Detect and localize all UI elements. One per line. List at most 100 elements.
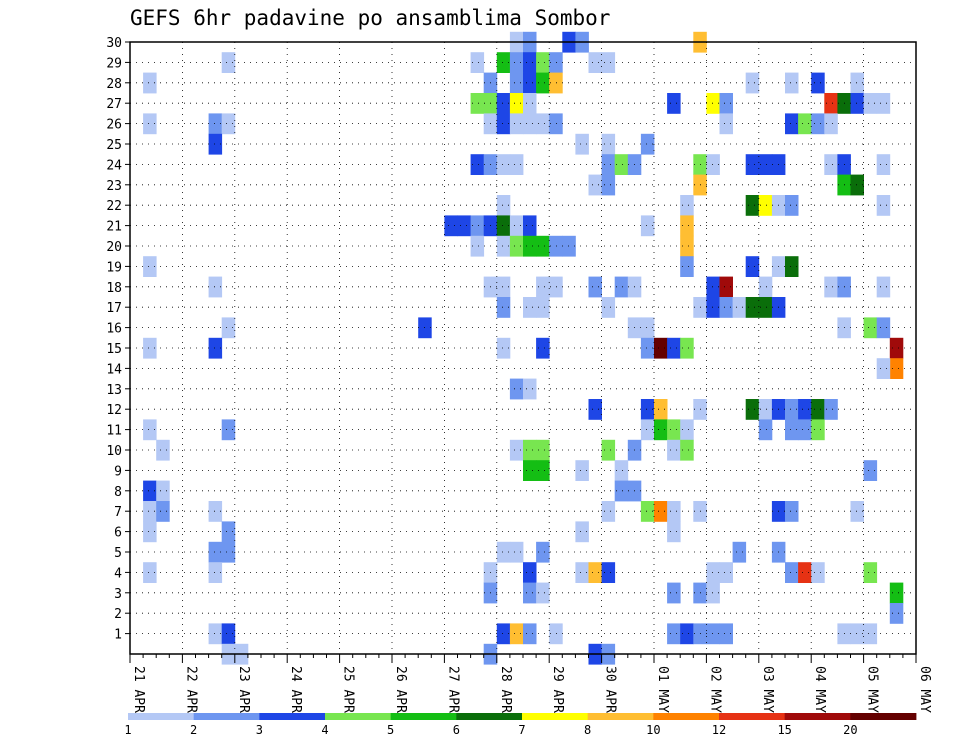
- heatmap-cell: [654, 337, 668, 359]
- x-tick-label: 06 MAY: [917, 666, 932, 713]
- heatmap-cell: [824, 113, 838, 135]
- heatmap-cell: [470, 215, 485, 237]
- legend-tick-label: 3: [256, 723, 263, 737]
- heatmap-cell: [876, 154, 891, 175]
- heatmap-cell: [509, 52, 524, 73]
- heatmap-cell: [523, 52, 537, 73]
- heatmap-cell: [667, 623, 681, 645]
- legend-swatch: [325, 713, 392, 720]
- heatmap-cell: [221, 521, 236, 543]
- heatmap-cell: [496, 215, 511, 237]
- heatmap-cell: [523, 215, 537, 237]
- heatmap-cell: [785, 501, 799, 522]
- heatmap-cell: [523, 378, 537, 400]
- heatmap-cell: [876, 93, 891, 114]
- heatmap-cell: [208, 501, 223, 522]
- heatmap-cell: [667, 501, 681, 522]
- heatmap-cell: [562, 235, 576, 257]
- heatmap-cell: [601, 297, 616, 318]
- heatmap-cell: [470, 154, 485, 175]
- heatmap-cell: [640, 215, 655, 237]
- heatmap-cell: [496, 52, 511, 73]
- x-tick-label: 26 APR: [393, 666, 408, 713]
- legend-tick-label: 6: [453, 723, 460, 737]
- heatmap-cell: [640, 399, 655, 420]
- heatmap-cell: [745, 399, 760, 420]
- heatmap-cell: [208, 623, 223, 645]
- heatmap-cell: [208, 541, 223, 563]
- heatmap-cell: [509, 72, 524, 94]
- heatmap-cell: [496, 623, 511, 645]
- heatmap-cell: [785, 419, 799, 441]
- heatmap-cell: [509, 541, 524, 563]
- heatmap-cell: [549, 72, 563, 94]
- heatmap-cell: [824, 93, 838, 114]
- heatmap-cell: [496, 113, 511, 135]
- heatmap-cell: [680, 235, 694, 257]
- y-tick-label: 14: [106, 362, 122, 377]
- heatmap-cell: [588, 399, 602, 420]
- heatmap-cell: [509, 93, 524, 114]
- heatmap-cell: [156, 439, 170, 461]
- legend-tick-label: 12: [712, 723, 726, 737]
- heatmap-cell: [509, 154, 524, 175]
- y-tick-label: 27: [106, 97, 122, 112]
- heatmap-cell: [509, 113, 524, 135]
- heatmap-cell: [614, 276, 629, 298]
- heatmap-cell: [614, 480, 629, 502]
- heatmap-cell: [143, 72, 157, 94]
- heatmap-cell: [143, 480, 157, 502]
- heatmap-cell: [509, 439, 524, 461]
- legend-tick-label: 10: [646, 723, 660, 737]
- heatmap-cell: [496, 93, 511, 114]
- heatmap-cell: [588, 276, 602, 298]
- heatmap-cell: [208, 562, 223, 583]
- heatmap-cell: [706, 93, 720, 114]
- heatmap-cell: [667, 521, 681, 543]
- heatmap-cell: [575, 133, 589, 155]
- x-tick-label: 29 APR: [550, 666, 565, 713]
- heatmap-cell: [444, 215, 458, 237]
- heatmap-cell: [156, 480, 170, 502]
- heatmap-cell: [719, 623, 733, 645]
- y-tick-label: 9: [114, 464, 122, 479]
- legend-swatch: [850, 713, 917, 720]
- heatmap-cell: [863, 562, 878, 583]
- heatmap-cell: [863, 93, 878, 114]
- heatmap-cell: [523, 235, 537, 257]
- x-tick-label: 05 MAY: [865, 666, 880, 713]
- heatmap-cell: [680, 256, 694, 277]
- heatmap-cell: [523, 297, 537, 318]
- x-tick-label: 23 APR: [236, 666, 251, 713]
- heatmap-cell: [706, 582, 720, 604]
- legend-tick-label: 1: [124, 723, 131, 737]
- heatmap-cell: [457, 215, 471, 237]
- heatmap-cell: [706, 297, 720, 318]
- heatmap-cell: [536, 113, 550, 135]
- heatmap-cell: [811, 399, 825, 420]
- heatmap-cell: [876, 276, 891, 298]
- x-tick-label: 22 APR: [183, 666, 198, 713]
- heatmap-cell: [719, 113, 733, 135]
- heatmap-cell: [536, 439, 550, 461]
- heatmap-cell: [221, 317, 236, 339]
- heatmap-cell: [811, 562, 825, 583]
- heatmap-cell: [732, 541, 747, 563]
- heatmap-cell: [496, 154, 511, 175]
- heatmap-cell: [798, 399, 812, 420]
- heatmap-cell: [588, 52, 602, 73]
- heatmap-cell: [496, 276, 511, 298]
- heatmap-cell: [523, 460, 537, 481]
- y-tick-label: 5: [114, 546, 122, 561]
- heatmap-cell: [575, 521, 589, 543]
- heatmap-cell: [654, 501, 668, 522]
- heatmap-cell: [575, 460, 589, 481]
- heatmap-cell: [785, 399, 799, 420]
- y-tick-label: 4: [114, 566, 122, 581]
- heatmap-cell: [863, 623, 878, 645]
- heatmap-cell: [601, 154, 616, 175]
- y-tick-label: 7: [114, 505, 122, 520]
- legend-tick-label: 4: [321, 723, 328, 737]
- heatmap-cell: [536, 582, 550, 604]
- heatmap-cell: [496, 235, 511, 257]
